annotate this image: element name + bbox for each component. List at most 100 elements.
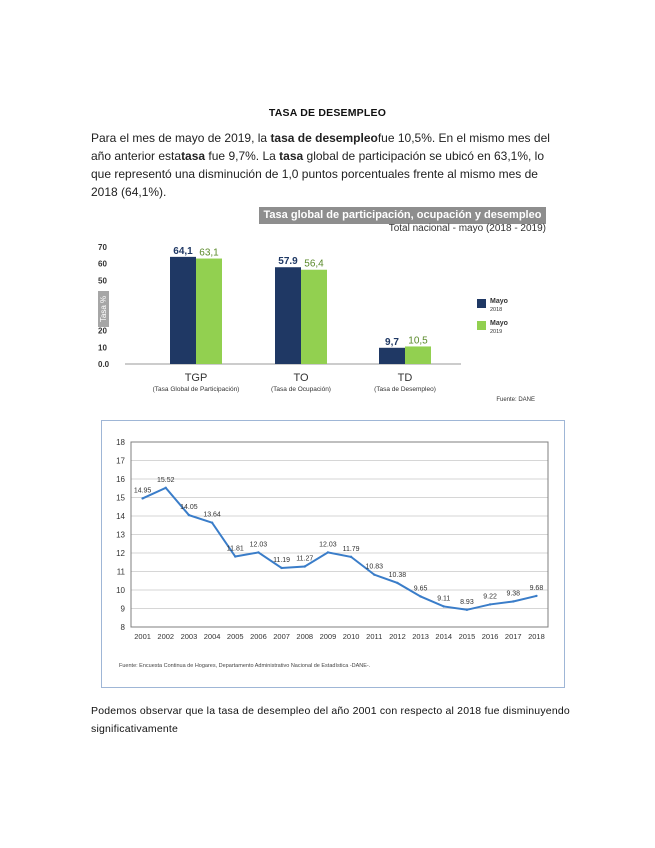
- y-tick-label: 11: [117, 568, 126, 577]
- y-tick-label: 12: [116, 549, 125, 558]
- data-label: 10.83: [365, 564, 383, 571]
- bar: [170, 256, 196, 364]
- bar-value-label: 57.9: [278, 256, 298, 267]
- data-point: [512, 600, 515, 603]
- bar-value-label: 56,4: [304, 259, 324, 270]
- data-point: [280, 566, 283, 570]
- data-point: [373, 573, 376, 576]
- x-tick-label: 2012: [389, 632, 406, 641]
- bold-term: tasa de desempleo: [270, 131, 378, 145]
- data-label: 10.38: [389, 572, 407, 579]
- data-point: [465, 608, 469, 611]
- data-point: [303, 565, 306, 568]
- x-tick-label: 2006: [250, 632, 267, 641]
- data-point: [210, 521, 214, 524]
- bar-chart-title: Tasa global de participación, ocupación …: [259, 207, 546, 224]
- y-axis-label-bg: [98, 291, 109, 327]
- y-tick-label: 20: [98, 327, 107, 336]
- y-tick-label: 10: [98, 343, 107, 352]
- data-point: [419, 595, 422, 598]
- data-label: 14.05: [180, 504, 198, 511]
- x-tick-label: 2016: [482, 632, 499, 641]
- legend-label: 2018: [490, 307, 502, 313]
- x-tick-label: 2003: [181, 632, 198, 641]
- y-tick-label: 18: [116, 438, 125, 447]
- data-label: 11.79: [343, 546, 360, 553]
- y-tick-label: 15: [116, 494, 125, 503]
- data-point: [396, 581, 399, 585]
- y-tick-label: 9: [121, 605, 126, 614]
- x-tick-label: 2014: [435, 632, 452, 641]
- bar: [405, 346, 431, 364]
- data-label: 12.03: [319, 541, 337, 548]
- x-tick-label: 2004: [204, 632, 221, 641]
- data-label: 11.19: [273, 557, 290, 564]
- category-description: (Tasa de Ocupación): [271, 386, 331, 393]
- data-point: [535, 594, 538, 598]
- source-note: Fuente: Encuesta Continua de Hogares, De…: [119, 663, 371, 669]
- y-axis-label: Tasa %: [99, 296, 108, 322]
- legend-swatch: [477, 321, 486, 330]
- data-label: 11.27: [296, 556, 313, 563]
- x-tick-label: 2011: [366, 632, 382, 641]
- category-description: (Tasa de Desempleo): [374, 386, 436, 393]
- bar-chart-subtitle: Total nacional - mayo (2018 - 2019): [388, 223, 546, 234]
- y-tick-label: 10: [116, 586, 125, 595]
- data-point: [349, 555, 353, 559]
- conclusion-paragraph: Podemos observar que la tasa de desemple…: [91, 705, 570, 735]
- x-tick-label: 2017: [505, 632, 522, 641]
- source-note: Fuente: DANE: [496, 397, 535, 403]
- legend-swatch: [477, 299, 486, 308]
- data-label: 15.52: [157, 477, 175, 484]
- x-tick-label: 2007: [273, 632, 290, 641]
- data-point: [257, 551, 260, 554]
- data-point: [141, 497, 144, 500]
- data-label: 9.65: [414, 585, 428, 592]
- y-tick-label: 16: [116, 475, 125, 484]
- bar-chart-svg: 0.010203040506070Tasa %64,157.99,763,156…: [98, 243, 535, 403]
- data-point: [234, 555, 237, 558]
- y-tick-label: 14: [116, 512, 125, 521]
- bar: [301, 269, 327, 364]
- bold-term: tasa: [181, 149, 206, 163]
- line-chart-svg: 8 9 10 11 12 13 14 15 16 17 18 2001 2002 2003 2004 2005…: [101, 420, 565, 688]
- data-label: 13.64: [203, 512, 221, 519]
- data-point: [187, 513, 191, 517]
- x-tick-label: 2015: [459, 632, 476, 641]
- data-label: 9.11: [437, 595, 450, 602]
- bar: [196, 258, 222, 364]
- y-tick-label: 17: [116, 457, 125, 466]
- y-tick-label: 0.0: [98, 360, 110, 369]
- x-tick-label: 2005: [227, 632, 244, 641]
- y-tick-label: 8: [121, 623, 126, 632]
- data-label: 9.22: [483, 593, 497, 600]
- x-tick-label: 2018: [528, 632, 545, 641]
- category-label: TO: [293, 372, 309, 384]
- bar: [275, 267, 301, 364]
- data-label: 11.81: [227, 546, 244, 553]
- legend-label: Mayo: [490, 298, 508, 305]
- legend-label: 2019: [490, 329, 502, 335]
- data-point: [326, 551, 330, 554]
- bar-value-label: 63,1: [199, 248, 219, 259]
- bar: [379, 347, 405, 364]
- data-point: [442, 605, 445, 608]
- data-label: 14.95: [134, 487, 152, 494]
- x-tick-label: 2010: [343, 632, 360, 641]
- x-tick-label: 2013: [412, 632, 429, 641]
- plot-area: [130, 441, 549, 628]
- y-tick-label: 50: [98, 276, 107, 285]
- data-label: 12.03: [250, 541, 268, 548]
- x-tick-label: 2001: [134, 632, 151, 641]
- document-title: TASA DE DESEMPLEO: [268, 107, 387, 119]
- x-tick-label: 2008: [296, 632, 313, 641]
- bar-value-label: 64,1: [173, 246, 193, 257]
- data-label: 9.68: [530, 585, 544, 592]
- category-description: (Tasa Global de Participación): [153, 386, 240, 393]
- bold-term: tasa: [279, 149, 304, 163]
- intro-paragraph: Para el mes de mayo de 2019, la tasa de …: [91, 131, 550, 199]
- category-label: TD: [398, 372, 413, 384]
- data-label: 8.93: [460, 599, 474, 606]
- data-point: [488, 603, 492, 606]
- bar-value-label: 9,7: [385, 337, 399, 348]
